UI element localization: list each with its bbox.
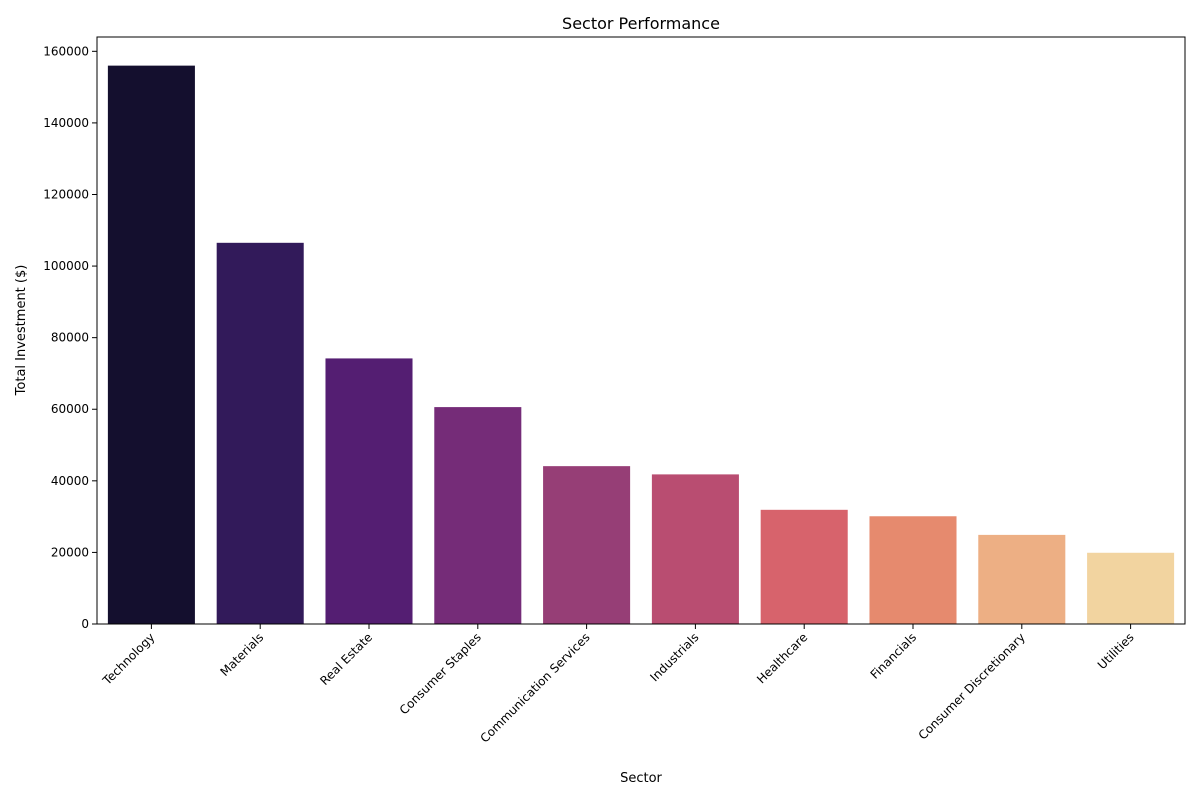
x-tick-label: Communication Services [477,630,592,745]
bar-materials [216,242,304,624]
y-tick-label: 160000 [43,44,89,58]
chart-title: Sector Performance [562,14,720,33]
bar-real-estate [325,358,413,624]
y-tick-label: 40000 [51,474,89,488]
bars-group [107,65,1175,624]
x-axis-ticks: Technology Materials Real Estate Consumer S… [99,624,1137,745]
bar-communication-services [543,466,631,624]
bar-consumer-discretionary [978,534,1066,624]
x-tick-label: Healthcare [754,630,810,686]
bar-financials [869,516,957,624]
x-tick-label: Materials [218,630,267,679]
x-tick-label: Industrials [647,630,701,684]
bar-utilities [1087,552,1175,624]
bar-healthcare [760,509,848,624]
bar-consumer-staples [434,407,522,624]
y-axis-label: Total Investment ($) [14,265,29,397]
y-tick-label: 100000 [43,259,89,273]
x-tick-label: Consumer Discretionary [916,630,1028,742]
x-axis-label: Sector [620,771,662,786]
x-tick-label: Utilities [1095,630,1137,672]
x-tick-label: Technology [99,630,157,688]
y-tick-label: 60000 [51,402,89,416]
x-tick-label: Financials [868,630,919,681]
y-tick-label: 120000 [43,187,89,201]
y-tick-label: 0 [81,617,89,631]
plot-frame [96,36,1186,625]
bar-industrials [651,474,739,624]
y-tick-label: 140000 [43,116,89,130]
y-tick-label: 80000 [51,331,89,345]
x-tick-label: Consumer Staples [397,630,484,717]
y-axis-ticks: 0 20000 40000 60000 80000 100000 120000 140000 1… [43,44,97,631]
bar-technology [107,65,195,624]
x-tick-label: Real Estate [317,630,375,688]
y-tick-label: 20000 [51,545,89,559]
